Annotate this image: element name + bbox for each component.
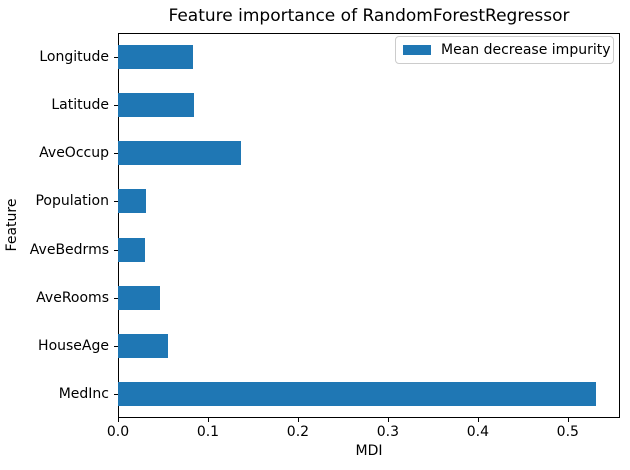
x-tick-mark xyxy=(297,418,299,422)
y-tick-label-longitude: Longitude xyxy=(39,49,109,66)
y-tick-mark xyxy=(114,105,118,107)
y-tick-mark xyxy=(114,153,118,155)
legend-swatch-icon xyxy=(403,45,431,55)
bar-aveoccup xyxy=(118,141,241,166)
x-tick-mark xyxy=(207,418,209,422)
y-tick-label-latitude: Latitude xyxy=(51,97,109,114)
y-tick-mark xyxy=(114,249,118,251)
y-tick-label-population: Population xyxy=(35,193,109,210)
x-tick-mark xyxy=(387,418,389,422)
y-tick-label-avebedrms: AveBedrms xyxy=(29,241,109,258)
y-tick-mark xyxy=(114,345,118,347)
bar-medinc xyxy=(118,381,596,406)
x-tick-label-0.5: 0.5 xyxy=(556,424,579,440)
x-tick-label-0.4: 0.4 xyxy=(466,424,489,440)
y-tick-label-medinc: MedInc xyxy=(58,385,109,402)
bar-latitude xyxy=(118,93,194,118)
bar-averooms xyxy=(118,285,160,310)
y-tick-mark xyxy=(114,201,118,203)
y-tick-mark xyxy=(114,393,118,395)
y-tick-label-aveoccup: AveOccup xyxy=(39,145,109,162)
x-tick-mark xyxy=(477,418,479,422)
bar-avebedrms xyxy=(118,237,145,262)
y-tick-mark xyxy=(114,297,118,299)
x-tick-label-0.2: 0.2 xyxy=(286,424,310,440)
y-tick-label-averooms: AveRooms xyxy=(36,289,109,306)
x-tick-mark xyxy=(118,418,119,422)
y-tick-mark xyxy=(114,57,118,59)
legend-label: Mean decrease impurity xyxy=(441,42,611,58)
x-tick-label-0.3: 0.3 xyxy=(376,424,400,440)
legend: Mean decrease impurity xyxy=(395,36,614,64)
plot-area xyxy=(118,33,620,418)
bar-houseage xyxy=(118,333,168,358)
bar-longitude xyxy=(118,45,193,70)
bar-population xyxy=(118,189,146,214)
x-axis-label: MDI xyxy=(355,443,383,459)
x-tick-mark xyxy=(567,418,569,422)
x-tick-label-0.1: 0.1 xyxy=(196,424,220,440)
x-tick-label-0.0: 0.0 xyxy=(106,424,130,440)
chart-title: Feature importance of RandomForestRegres… xyxy=(168,6,570,26)
y-tick-label-houseage: HouseAge xyxy=(38,337,109,354)
